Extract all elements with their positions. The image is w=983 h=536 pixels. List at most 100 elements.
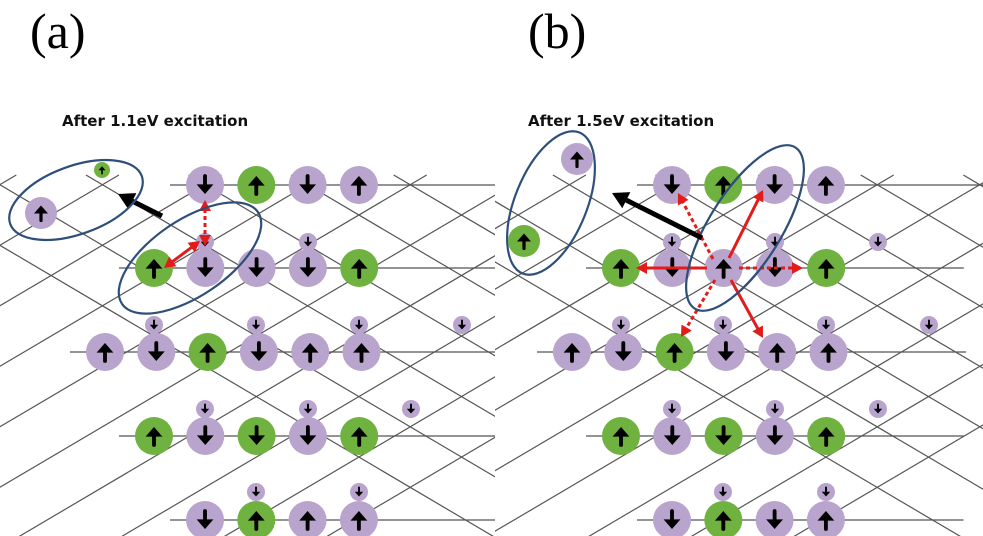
arrow-down-icon bbox=[770, 403, 780, 414]
lattice-site bbox=[288, 417, 327, 455]
arrow-up-icon bbox=[517, 233, 531, 251]
excitation-ellipse bbox=[685, 144, 805, 312]
arrow-down-icon bbox=[873, 403, 883, 414]
arrow-down-icon bbox=[766, 425, 784, 445]
arrow-down-icon bbox=[715, 425, 732, 445]
panel-b-lattice bbox=[495, 130, 983, 536]
arrow-down-icon bbox=[354, 319, 364, 330]
arrow-down-icon bbox=[873, 236, 883, 247]
arrow-down-icon bbox=[821, 486, 831, 497]
arrow-down-icon bbox=[251, 319, 261, 330]
excited-site bbox=[94, 162, 110, 178]
arrow-down-icon bbox=[667, 403, 677, 414]
panel-a-caption: After 1.1eV excitation bbox=[62, 112, 249, 130]
panel-b-caption: After 1.5eV excitation bbox=[528, 112, 715, 130]
arrow-down-icon bbox=[149, 319, 159, 330]
lattice-site bbox=[604, 333, 643, 371]
excited-pair-ellipse bbox=[506, 130, 596, 276]
arrow-down-icon bbox=[667, 236, 677, 247]
arrow-up-icon bbox=[299, 511, 316, 531]
interstitial-site bbox=[612, 316, 630, 334]
excited-site bbox=[508, 225, 540, 257]
arrow-down-icon bbox=[717, 341, 735, 361]
arrow-down-icon bbox=[248, 257, 265, 277]
arrow-up-icon bbox=[247, 176, 265, 196]
lattice-site bbox=[339, 501, 378, 536]
lattice-site bbox=[135, 417, 173, 455]
lattice-site bbox=[704, 249, 743, 287]
arrow-down-icon bbox=[196, 425, 214, 445]
arrow-down-icon bbox=[147, 341, 165, 361]
interstitial-site bbox=[299, 233, 317, 251]
interstitial-site bbox=[402, 400, 420, 418]
lattice-site bbox=[653, 501, 691, 536]
arrow-down-icon bbox=[616, 319, 626, 330]
interstitial-site bbox=[766, 400, 784, 418]
arrow-up-icon bbox=[817, 427, 835, 447]
arrow-up-icon bbox=[612, 259, 630, 279]
lattice-site bbox=[655, 333, 694, 371]
arrow-up-icon bbox=[714, 176, 732, 196]
arrow-up-icon bbox=[247, 511, 265, 531]
lattice-site bbox=[704, 501, 743, 536]
arrow-down-icon bbox=[248, 425, 265, 445]
lattice-site bbox=[188, 333, 227, 371]
lattice-site bbox=[186, 501, 224, 536]
red-arrow-icon bbox=[729, 279, 763, 338]
interstitial-site bbox=[299, 400, 317, 418]
lattice-site bbox=[602, 249, 640, 287]
arrow-up-icon bbox=[820, 343, 837, 363]
lattice-site bbox=[239, 333, 278, 371]
arrow-down-icon bbox=[924, 319, 934, 330]
lattice-site bbox=[809, 333, 848, 371]
excitation-ellipse bbox=[117, 201, 263, 315]
arrow-up-icon bbox=[715, 259, 732, 279]
lattice-site bbox=[553, 333, 591, 371]
arrow-up-icon bbox=[34, 205, 48, 223]
arrow-up-icon bbox=[199, 343, 216, 363]
lattice-site bbox=[288, 501, 327, 536]
arrow-down-icon bbox=[196, 257, 214, 277]
arrow-down-icon bbox=[457, 319, 467, 330]
interstitial-site bbox=[663, 400, 681, 418]
arrow-up-icon bbox=[768, 343, 786, 363]
interstitial-site bbox=[145, 316, 163, 334]
lattice-site bbox=[755, 166, 794, 204]
lattice-site bbox=[806, 501, 845, 536]
arrow-up-icon bbox=[350, 427, 368, 447]
interstitial-site bbox=[350, 316, 368, 334]
interstitial-site bbox=[663, 233, 681, 251]
lattice-site bbox=[602, 417, 640, 455]
arrow-up-icon bbox=[817, 176, 835, 196]
arrow-up-icon bbox=[145, 427, 163, 447]
red-arrow-icon bbox=[681, 279, 717, 337]
lattice-site bbox=[135, 249, 173, 287]
arrow-down-icon bbox=[299, 425, 317, 445]
arrow-down-icon bbox=[718, 319, 728, 330]
arrow-down-icon bbox=[299, 174, 316, 194]
arrow-down-icon bbox=[663, 509, 681, 529]
panel-a-lattice bbox=[0, 158, 495, 536]
interstitial-site bbox=[920, 316, 938, 334]
arrow-up-icon bbox=[666, 343, 683, 363]
arrow-up-icon bbox=[96, 343, 114, 363]
lattice-site bbox=[186, 249, 225, 287]
arrow-down-icon bbox=[303, 236, 313, 247]
interstitial-site bbox=[350, 483, 368, 501]
red-arrow-icon bbox=[164, 241, 200, 268]
arrow-up-icon bbox=[301, 343, 319, 363]
red-arrow-icon bbox=[636, 262, 707, 274]
lattice-site bbox=[237, 249, 276, 287]
arrow-down-icon bbox=[299, 257, 317, 277]
interstitial-site bbox=[247, 483, 265, 501]
arrow-up-icon bbox=[350, 176, 368, 196]
interstitial-site bbox=[247, 316, 265, 334]
interstitial-site bbox=[714, 483, 732, 501]
lattice-site bbox=[758, 333, 797, 371]
panel-b-label: (b) bbox=[528, 3, 587, 59]
red-arrow-icon bbox=[739, 262, 803, 274]
lattice-site bbox=[704, 166, 743, 204]
lattice-site bbox=[237, 501, 276, 536]
interstitial-site bbox=[869, 400, 887, 418]
